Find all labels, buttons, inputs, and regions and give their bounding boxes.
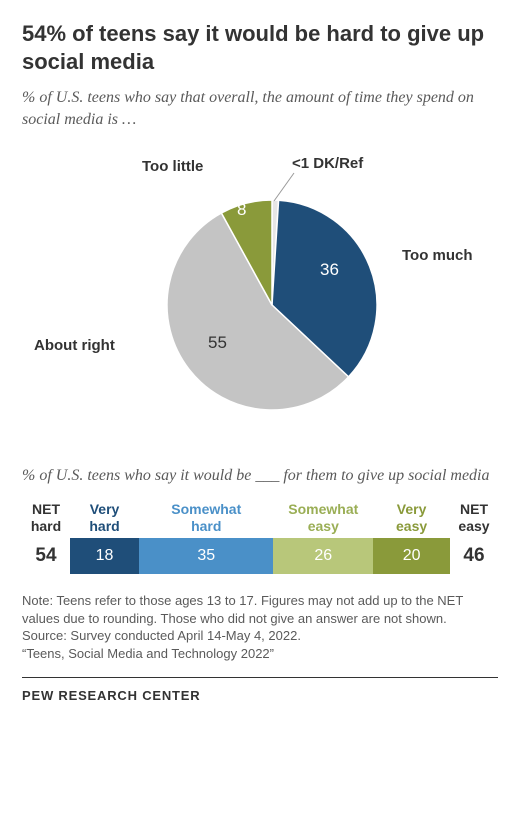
bar-headers: NEThardVeryhardSomewhathardSomewhateasyV… — [22, 501, 498, 535]
pie-label-about_right: About right — [34, 337, 115, 354]
footer-brand: PEW RESEARCH CENTER — [22, 688, 498, 703]
bar-header-very_hard: Veryhard — [70, 501, 139, 535]
pie-value-about_right: 55 — [208, 333, 227, 353]
bar-header-somewhat_easy: Somewhateasy — [273, 501, 373, 535]
pie-label-dk: <1 DK/Ref — [292, 155, 363, 172]
pie-chart: <1 DK/Ref Too much About right Too little 36… — [22, 155, 498, 435]
pie-callout-line — [274, 173, 294, 201]
bar-header-somewhat_hard: Somewhathard — [139, 501, 273, 535]
bar-segment-somewhat_hard: 35 — [139, 538, 273, 574]
chart-title: 54% of teens say it would be hard to giv… — [22, 20, 498, 75]
pie-label-too_much: Too much — [402, 247, 473, 264]
stacked-bar-chart: NEThardVeryhardSomewhathardSomewhateasyV… — [22, 501, 498, 575]
bar-row: 54 18352620 46 — [22, 538, 498, 574]
footer-divider — [22, 677, 498, 678]
chart-subtitle-1: % of U.S. teens who say that overall, th… — [22, 87, 498, 130]
pie-label-too_little: Too little — [142, 158, 203, 175]
net-hard-label: NEThard — [22, 501, 70, 535]
bar-segment-very_hard: 18 — [70, 538, 139, 574]
bar-segment-somewhat_easy: 26 — [273, 538, 373, 574]
pie-svg — [22, 155, 498, 435]
net-easy-value: 46 — [450, 545, 498, 567]
bar-segments: 18352620 — [70, 538, 450, 574]
pie-value-too_much: 36 — [320, 260, 339, 280]
bar-segment-very_easy: 20 — [373, 538, 450, 574]
pie-value-too_little: 8 — [237, 200, 246, 220]
source-line: Source: Survey conducted April 14-May 4,… — [22, 628, 301, 643]
report-line: “Teens, Social Media and Technology 2022… — [22, 646, 274, 661]
note-line: Note: Teens refer to those ages 13 to 17… — [22, 593, 463, 626]
note-text: Note: Teens refer to those ages 13 to 17… — [22, 592, 498, 662]
bar-header-segments: VeryhardSomewhathardSomewhateasyVeryeasy — [70, 501, 450, 535]
bar-header-very_easy: Veryeasy — [373, 501, 450, 535]
chart-subtitle-2: % of U.S. teens who say it would be ___ … — [22, 465, 498, 487]
net-easy-label: NETeasy — [450, 501, 498, 535]
net-hard-value: 54 — [22, 545, 70, 567]
